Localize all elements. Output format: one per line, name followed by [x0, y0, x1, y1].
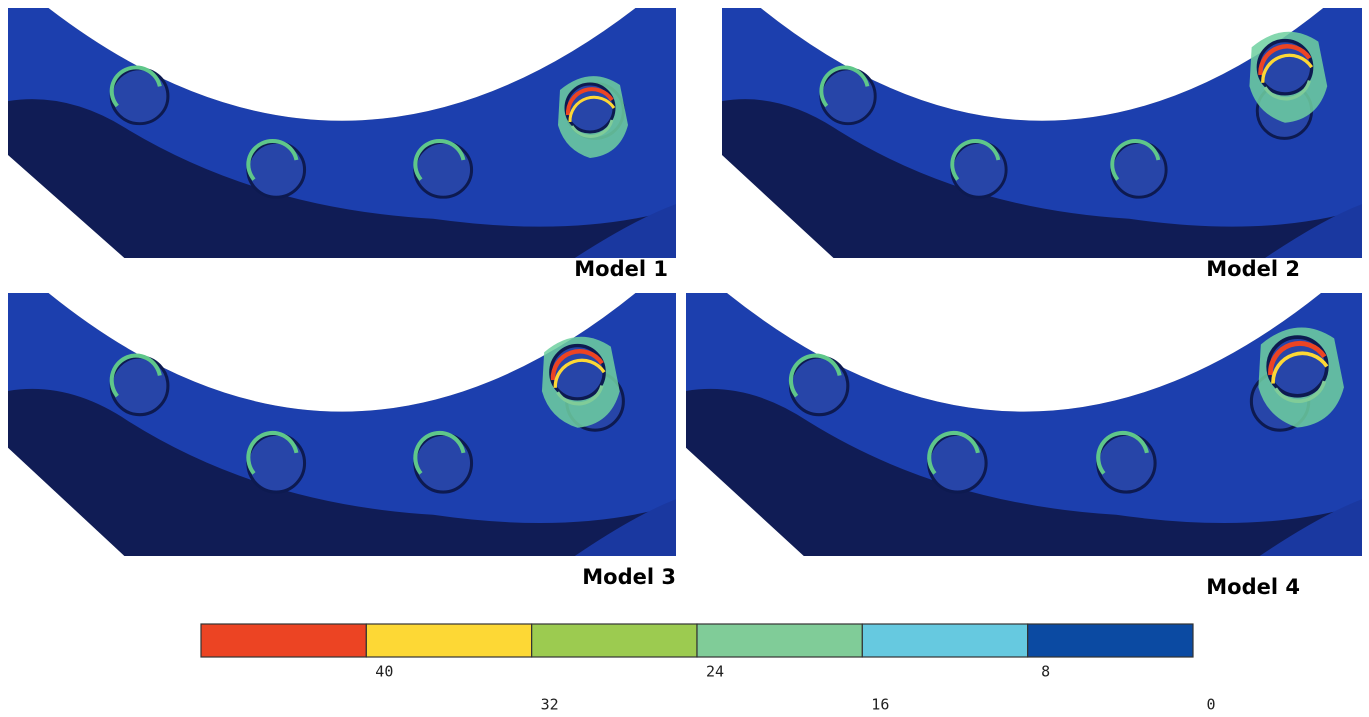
- legend-tick-label: 24: [706, 663, 724, 681]
- legend-tick-label: 32: [541, 696, 559, 714]
- legend-swatch: [532, 624, 697, 657]
- legend-tick-label: 16: [871, 696, 889, 714]
- legend-tick-label: 40: [375, 663, 393, 681]
- figure-canvas: Model 1 Model 2 Model 3 Model 4 40 32 24 16…: [0, 0, 1369, 717]
- legend-swatch: [862, 624, 1027, 657]
- panel: [722, 8, 1362, 258]
- panel: [686, 293, 1362, 556]
- panel-label: Model 2: [1206, 257, 1300, 281]
- legend-swatch: [366, 624, 531, 657]
- legend-swatch: [1028, 624, 1193, 657]
- panel: [8, 8, 676, 258]
- panel: [8, 293, 676, 556]
- legend-swatch: [697, 624, 862, 657]
- figure: Model 1 Model 2 Model 3 Model 4 40 32 24 16…: [0, 0, 1369, 717]
- color-legend: 40 32 24 16 8 0: [201, 624, 1216, 714]
- panel-label: Model 3: [582, 565, 676, 589]
- legend-tick-label: 8: [1041, 663, 1050, 681]
- panel-label: Model 4: [1206, 575, 1300, 599]
- panel-label: Model 1: [574, 257, 668, 281]
- legend-swatch: [201, 624, 366, 657]
- legend-tick-label: 0: [1206, 696, 1215, 714]
